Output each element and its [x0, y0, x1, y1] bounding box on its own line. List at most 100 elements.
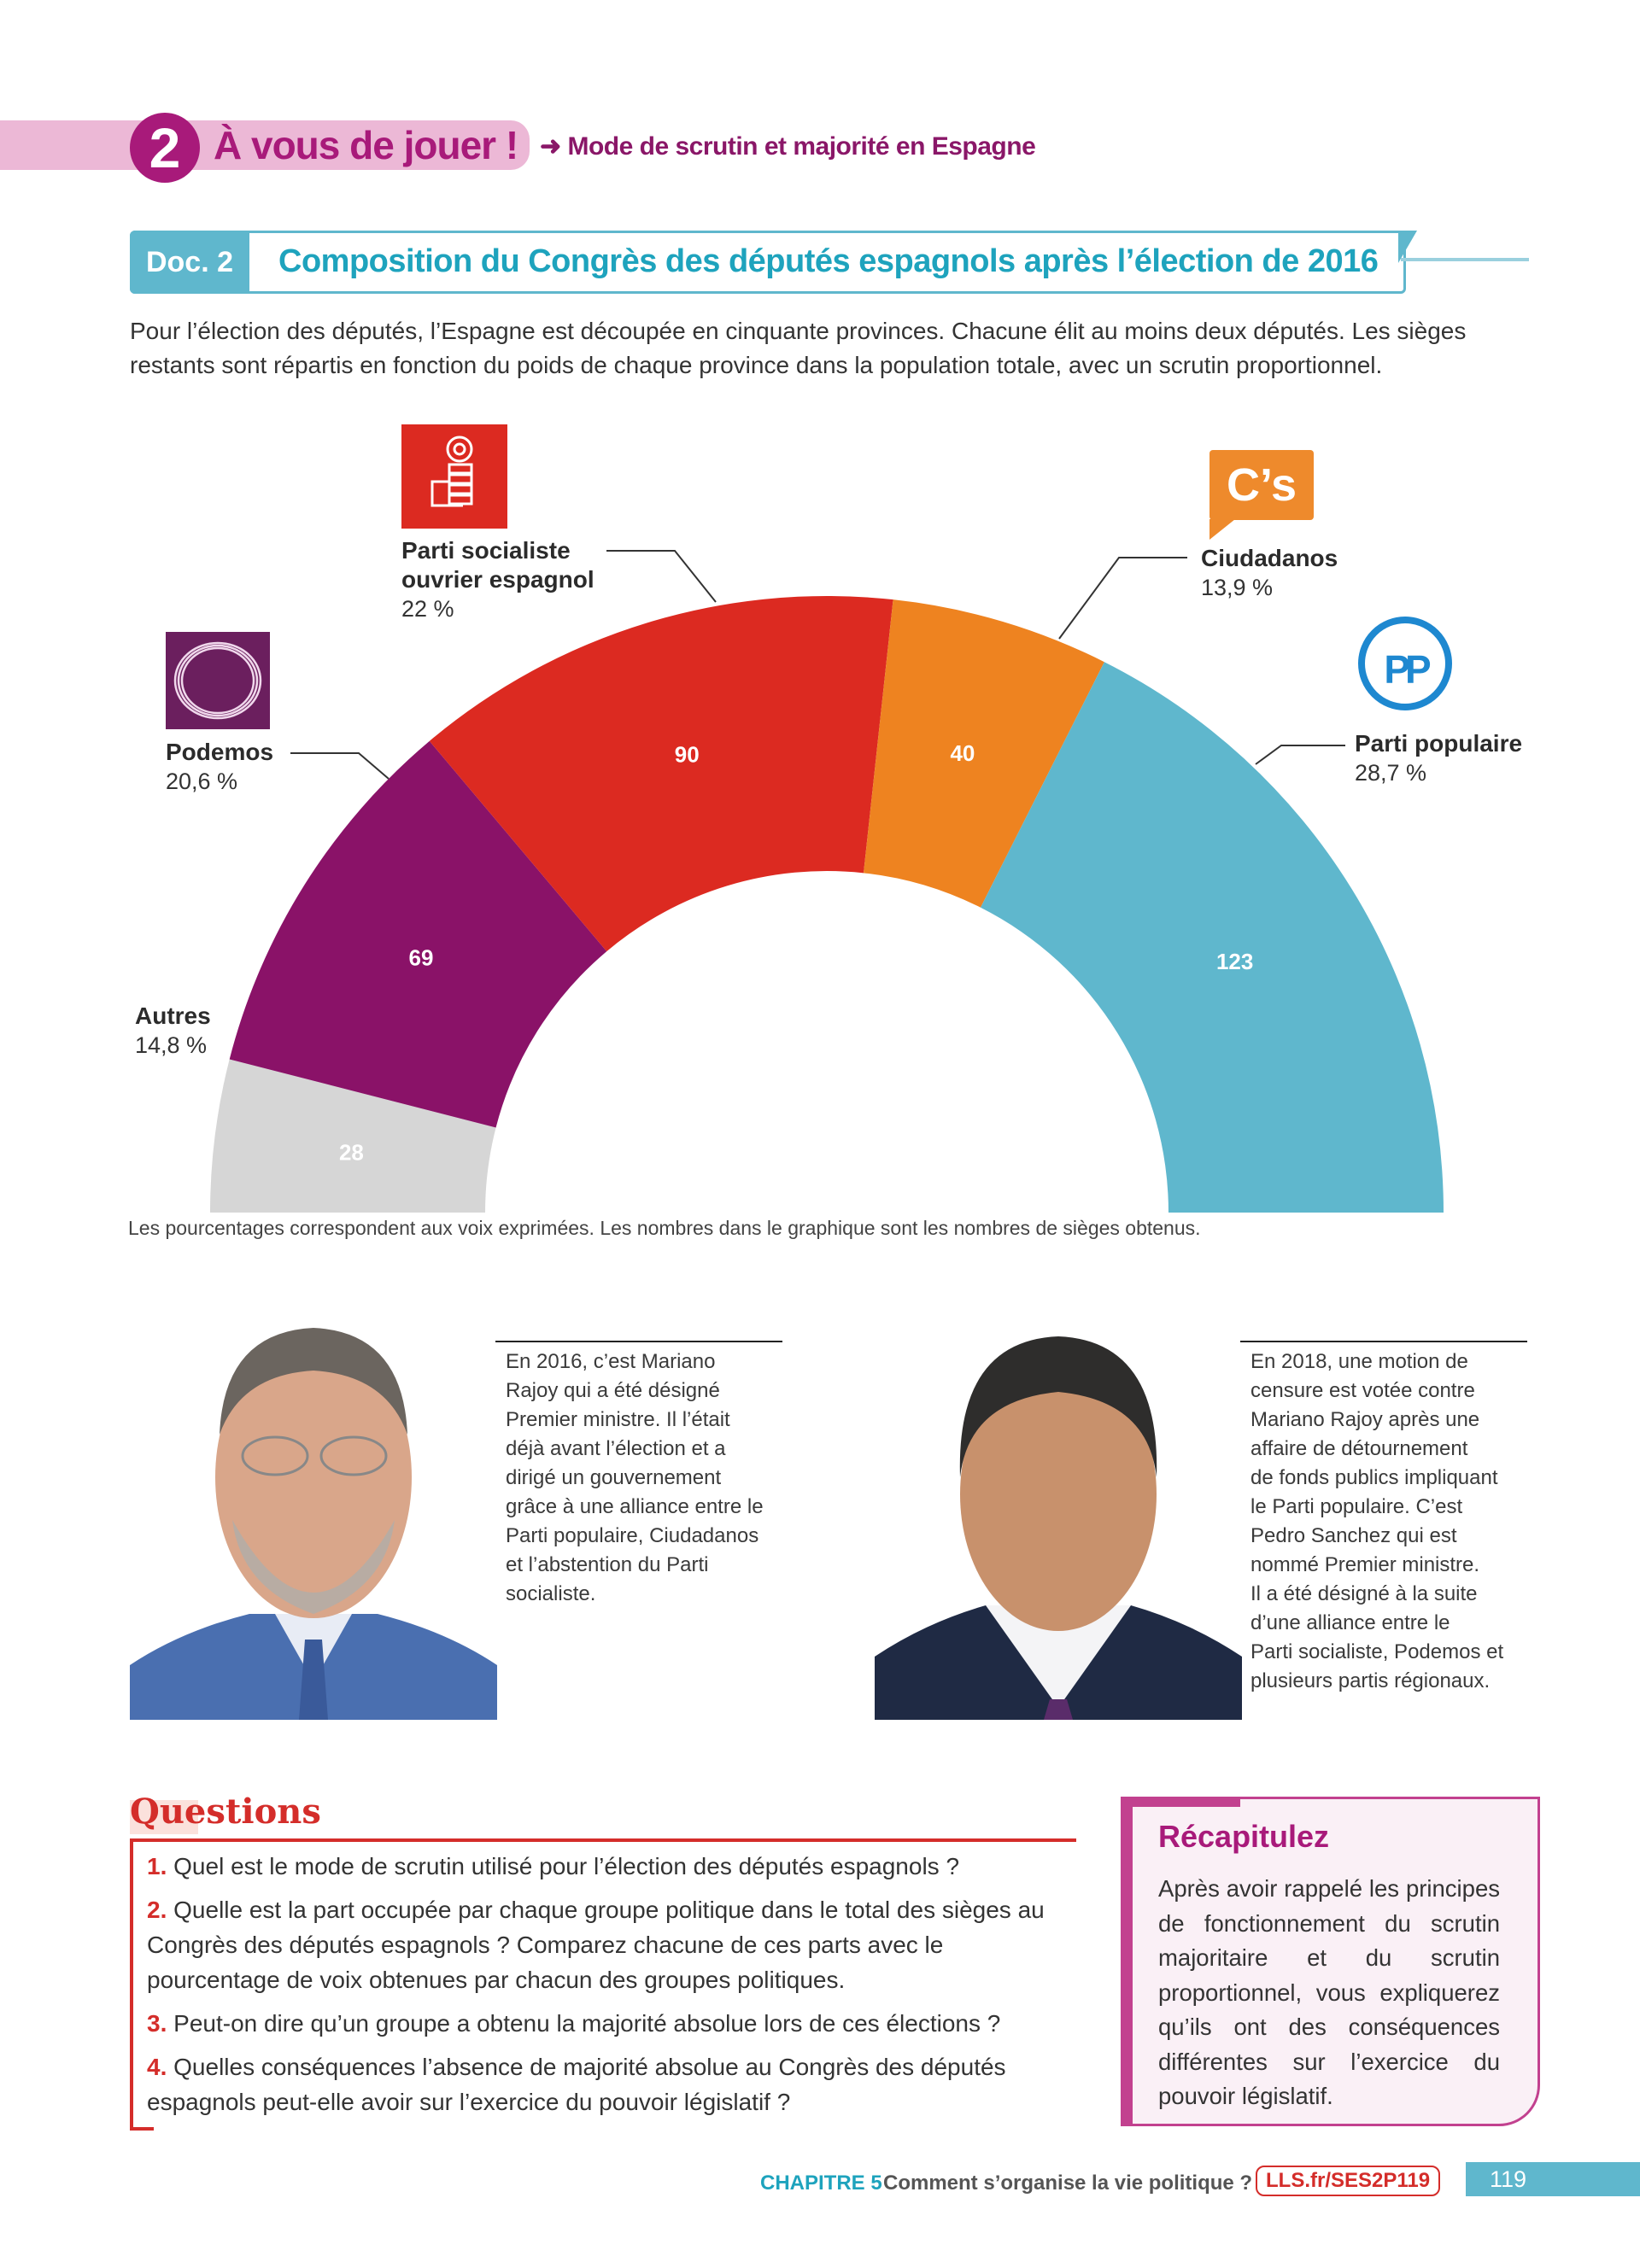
podemos-circle-logo — [166, 632, 270, 729]
section-header-band — [0, 120, 530, 170]
caption-line: En 2016, c’est Mariano — [506, 1350, 716, 1373]
caption-line: Mariano Rajoy après une — [1250, 1408, 1480, 1431]
caption-rajoy: En 2016, c’est Mariano Rajoy qui a été dé… — [506, 1347, 788, 1609]
slice-ciudadanos — [864, 599, 1104, 908]
photo-mariano-rajoy — [130, 1306, 497, 1720]
leader-line-pp — [1255, 745, 1345, 765]
ciudadanos-logo-tail — [1210, 519, 1235, 540]
questions-list: 1. Quel est le mode de scrutin utilisé p… — [147, 1849, 1069, 2128]
ciudadanos-logo-text: C’s — [1226, 459, 1297, 511]
footer-link[interactable]: LLS.fr/SES2P119 — [1256, 2166, 1441, 2196]
caption-line: Parti socialiste, Podemos et — [1250, 1640, 1504, 1663]
hemicycle-chart: 28 69 90 40 123 — [210, 550, 1444, 1213]
leader-line-psoe — [606, 550, 717, 603]
seat-label: 123 — [1216, 949, 1253, 974]
label-autres: Autres 14,8 % — [135, 1002, 211, 1060]
caption-line: grâce à une alliance entre le — [506, 1495, 764, 1518]
question-number: 1. — [147, 1853, 167, 1879]
label-podemos: Podemos 20,6 % — [166, 738, 273, 796]
caption-line: dirigé un gouvernement — [506, 1466, 722, 1489]
label-ciudadanos-pct: 13,9 % — [1201, 575, 1274, 600]
label-psoe: Parti socialiste ouvrier espagnol 22 % — [401, 536, 624, 623]
recap-tab — [1121, 1797, 1240, 1807]
question-number: 4. — [147, 2054, 167, 2080]
caption-rule-sanchez — [1240, 1341, 1527, 1342]
psoe-rose-fist-logo — [401, 424, 507, 529]
question-text: Peut-on dire qu’un groupe a obtenu la ma… — [173, 2010, 1001, 2037]
caption-line: socialiste. — [506, 1582, 596, 1605]
section-number-badge: 2 — [130, 113, 200, 183]
doc-label: Doc. 2 — [130, 231, 249, 294]
caption-line: censure est votée contre — [1250, 1379, 1475, 1402]
caption-line: En 2018, une motion de — [1250, 1350, 1468, 1373]
slice-parti-socialiste-ouvrier-espagnol — [429, 596, 893, 952]
recap-box — [1121, 1797, 1540, 2126]
chart-leader-lines — [290, 550, 1345, 780]
pp-logo-text: PP — [1384, 647, 1431, 692]
label-psoe-pct: 22 % — [401, 596, 454, 622]
caption-line: déjà avant l’élection et a — [506, 1437, 726, 1460]
doc-title: Composition du Congrès des députés espag… — [278, 243, 1379, 279]
question-item: 2. Quelle est la part occupée par chaque… — [147, 1892, 1069, 1997]
seat-label: 40 — [950, 740, 975, 766]
label-ciudadanos: Ciudadanos 13,9 % — [1201, 544, 1338, 602]
caption-sanchez: En 2018, une motion de censure est votée … — [1250, 1347, 1541, 1696]
footer-chapter-title: Comment s’organise la vie politique ? — [883, 2172, 1253, 2195]
label-ciudadanos-name: Ciudadanos — [1201, 545, 1338, 571]
caption-line: Rajoy qui a été désigné — [506, 1379, 720, 1402]
footer-chapter: CHAPITRE 5 — [760, 2172, 882, 2195]
question-number: 3. — [147, 2010, 167, 2037]
chart-note: Les pourcentages correspondent aux voix … — [128, 1217, 1201, 1239]
questions-title: Questions — [130, 1792, 321, 1832]
section-title: À vous de jouer ! — [214, 123, 518, 167]
slice-parti-populaire — [980, 662, 1444, 1213]
question-item: 4. Quelles conséquences l’absence de maj… — [147, 2049, 1069, 2119]
caption-line: de fonds publics impliquant — [1250, 1466, 1498, 1489]
leader-line-podemos — [290, 752, 390, 780]
question-item: 1. Quel est le mode de scrutin utilisé p… — [147, 1849, 1069, 1884]
slice-autres — [210, 1059, 496, 1213]
questions-title-highlight — [130, 1800, 198, 1834]
chart-seat-labels: 28 69 90 40 123 — [339, 740, 1253, 1166]
question-text: Quelles conséquences l’absence de majori… — [147, 2054, 1006, 2115]
caption-line: d’une alliance entre le — [1250, 1611, 1450, 1634]
questions-rule-left — [130, 1838, 133, 2131]
pp-logo: PP — [1358, 617, 1452, 710]
doc-intro-text: Pour l’élection des députés, l’Espagne e… — [130, 318, 1467, 378]
label-pp-pct: 28,7 % — [1355, 760, 1427, 786]
caption-line: Parti populaire, Ciudadanos — [506, 1524, 759, 1547]
caption-line: Premier ministre. Il l’était — [506, 1408, 730, 1431]
seat-label: 90 — [675, 741, 700, 767]
label-podemos-name: Podemos — [166, 739, 274, 765]
doc-title-box — [130, 231, 1406, 294]
questions-rule-top — [130, 1838, 1076, 1842]
question-text: Quelle est la part occupée par chaque gr… — [147, 1897, 1045, 1993]
label-psoe-name: Parti socialiste ouvrier espagnol — [401, 537, 594, 593]
photo-pedro-sanchez — [875, 1306, 1242, 1720]
label-podemos-pct: 20,6 % — [166, 769, 238, 794]
doc-title-rule — [1401, 258, 1529, 261]
question-text: Quel est le mode de scrutin utilisé pour… — [173, 1853, 960, 1879]
label-autres-name: Autres — [135, 1002, 211, 1029]
doc-title-notch — [1398, 231, 1417, 263]
questions-rule-foot — [130, 2127, 154, 2131]
ciudadanos-cs-logo: C’s — [1210, 450, 1314, 520]
recap-text: Après avoir rappelé les principes de fon… — [1158, 1875, 1500, 2109]
leader-line-ciudadanos — [1058, 557, 1187, 640]
label-pp: Parti populaire 28,7 % — [1355, 729, 1522, 787]
slice-podemos — [229, 740, 607, 1128]
caption-rule-rajoy — [495, 1341, 782, 1342]
chart-slices — [210, 596, 1444, 1213]
caption-line: plusieurs partis régionaux. — [1250, 1669, 1491, 1692]
caption-line: Pedro Sanchez qui est — [1250, 1524, 1457, 1547]
page-number: 119 — [1466, 2162, 1640, 2196]
seat-label: 69 — [409, 945, 434, 971]
caption-line: Il a été désigné à la suite — [1250, 1582, 1478, 1605]
caption-line: et l’abstention du Parti — [506, 1553, 709, 1576]
caption-line: affaire de détournement — [1250, 1437, 1468, 1460]
recap-title: Récapitulez — [1158, 1819, 1330, 1854]
section-subtitle: ➜ Mode de scrutin et majorité en Espagne — [540, 132, 1036, 161]
caption-line: nommé Premier ministre. — [1250, 1553, 1480, 1576]
label-pp-name: Parti populaire — [1355, 730, 1523, 757]
question-item: 3. Peut-on dire qu’un groupe a obtenu la… — [147, 2006, 1069, 2041]
